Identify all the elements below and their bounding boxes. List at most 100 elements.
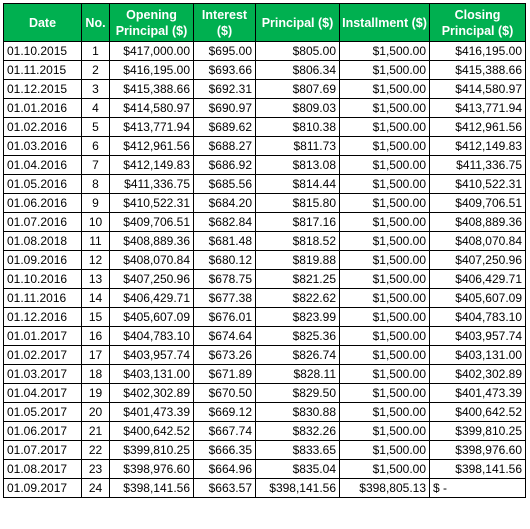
date-cell: 01.06.2016 bbox=[3, 193, 82, 213]
principal-cell: $813.08 bbox=[255, 155, 340, 175]
date-cell: 01.12.2016 bbox=[3, 307, 82, 327]
amortization-table: Date No. Opening Principal ($) Interest … bbox=[3, 3, 526, 498]
no-cell: 9 bbox=[81, 193, 110, 213]
table-row: 01.03.2017 18 $403,131.00 $671.89 $828.11 $1,… bbox=[3, 364, 526, 384]
opening-principal-cell: $412,149.83 bbox=[109, 155, 194, 175]
interest-cell: $684.20 bbox=[193, 193, 256, 213]
opening-principal-cell: $412,961.56 bbox=[109, 136, 194, 156]
principal-cell: $823.99 bbox=[255, 307, 340, 327]
no-cell: 3 bbox=[81, 79, 110, 99]
date-cell: 01.11.2016 bbox=[3, 288, 82, 308]
installment-cell: $1,500.00 bbox=[339, 383, 430, 403]
opening-principal-cell: $401,473.39 bbox=[109, 402, 194, 422]
interest-cell: $690.97 bbox=[193, 98, 256, 118]
opening-principal-cell: $398,976.60 bbox=[109, 459, 194, 479]
no-cell: 6 bbox=[81, 136, 110, 156]
closing-principal-cell: $408,070.84 bbox=[429, 231, 526, 251]
closing-principal-cell: $413,771.94 bbox=[429, 98, 526, 118]
date-cell: 01.03.2016 bbox=[3, 136, 82, 156]
opening-principal-cell: $413,771.94 bbox=[109, 117, 194, 137]
installment-cell: $1,500.00 bbox=[339, 402, 430, 422]
principal-cell: $833.65 bbox=[255, 440, 340, 460]
opening-principal-cell: $410,522.31 bbox=[109, 193, 194, 213]
installment-cell: $1,500.00 bbox=[339, 269, 430, 289]
opening-principal-cell: $403,957.74 bbox=[109, 345, 194, 365]
installment-cell: $1,500.00 bbox=[339, 117, 430, 137]
opening-principal-cell: $409,706.51 bbox=[109, 212, 194, 232]
interest-cell: $693.66 bbox=[193, 60, 256, 80]
interest-cell: $670.50 bbox=[193, 383, 256, 403]
interest-cell: $686.92 bbox=[193, 155, 256, 175]
table-row: 01.01.2017 16 $404,783.10 $674.64 $825.36 $1,… bbox=[3, 326, 526, 346]
interest-cell: $689.62 bbox=[193, 117, 256, 137]
closing-principal-cell: $411,336.75 bbox=[429, 155, 526, 175]
header-principal: Principal ($) bbox=[255, 3, 340, 42]
installment-cell: $1,500.00 bbox=[339, 231, 430, 251]
no-cell: 21 bbox=[81, 421, 110, 441]
closing-principal-cell: $410,522.31 bbox=[429, 174, 526, 194]
table-row: 01.04.2017 19 $402,302.89 $670.50 $829.50 $1,… bbox=[3, 383, 526, 403]
opening-principal-cell: $403,131.00 bbox=[109, 364, 194, 384]
installment-cell: $398,805.13 bbox=[339, 478, 430, 498]
header-row: Date No. Opening Principal ($) Interest … bbox=[3, 3, 526, 42]
no-cell: 16 bbox=[81, 326, 110, 346]
closing-principal-cell: $408,889.36 bbox=[429, 212, 526, 232]
principal-cell: $818.52 bbox=[255, 231, 340, 251]
opening-principal-cell: $414,580.97 bbox=[109, 98, 194, 118]
closing-principal-cell: $415,388.66 bbox=[429, 60, 526, 80]
installment-cell: $1,500.00 bbox=[339, 250, 430, 270]
interest-cell: $667.74 bbox=[193, 421, 256, 441]
principal-cell: $821.25 bbox=[255, 269, 340, 289]
no-cell: 17 bbox=[81, 345, 110, 365]
table-row: 01.12.2016 15 $405,607.09 $676.01 $823.99 $1,… bbox=[3, 307, 526, 327]
interest-cell: $676.01 bbox=[193, 307, 256, 327]
table-row: 01.02.2017 17 $403,957.74 $673.26 $826.74 $1,… bbox=[3, 345, 526, 365]
opening-principal-cell: $415,388.66 bbox=[109, 79, 194, 99]
no-cell: 14 bbox=[81, 288, 110, 308]
table-row: 01.05.2017 20 $401,473.39 $669.12 $830.88 $1,… bbox=[3, 402, 526, 422]
date-cell: 01.02.2017 bbox=[3, 345, 82, 365]
no-cell: 19 bbox=[81, 383, 110, 403]
interest-cell: $666.35 bbox=[193, 440, 256, 460]
date-cell: 01.06.2017 bbox=[3, 421, 82, 441]
date-cell: 01.11.2015 bbox=[3, 60, 82, 80]
no-cell: 24 bbox=[81, 478, 110, 498]
table-row: 01.08.2017 23 $398,976.60 $664.96 $835.04 $1,… bbox=[3, 459, 526, 479]
installment-cell: $1,500.00 bbox=[339, 459, 430, 479]
closing-principal-cell: $412,961.56 bbox=[429, 117, 526, 137]
installment-cell: $1,500.00 bbox=[339, 345, 430, 365]
no-cell: 22 bbox=[81, 440, 110, 460]
opening-principal-cell: $406,429.71 bbox=[109, 288, 194, 308]
interest-cell: $678.75 bbox=[193, 269, 256, 289]
date-cell: 01.12.2015 bbox=[3, 79, 82, 99]
principal-cell: $817.16 bbox=[255, 212, 340, 232]
opening-principal-cell: $400,642.52 bbox=[109, 421, 194, 441]
principal-cell: $815.80 bbox=[255, 193, 340, 213]
date-cell: 01.07.2016 bbox=[3, 212, 82, 232]
principal-cell: $814.44 bbox=[255, 174, 340, 194]
no-cell: 10 bbox=[81, 212, 110, 232]
no-cell: 13 bbox=[81, 269, 110, 289]
date-cell: 01.10.2016 bbox=[3, 269, 82, 289]
date-cell: 01.01.2017 bbox=[3, 326, 82, 346]
no-cell: 7 bbox=[81, 155, 110, 175]
interest-cell: $695.00 bbox=[193, 41, 256, 61]
closing-principal-cell: $404,783.10 bbox=[429, 307, 526, 327]
installment-cell: $1,500.00 bbox=[339, 98, 430, 118]
table-row: 01.04.2016 7 $412,149.83 $686.92 $813.08 $1,5… bbox=[3, 155, 526, 175]
table-row: 01.06.2017 21 $400,642.52 $667.74 $832.26 $1,… bbox=[3, 421, 526, 441]
interest-cell: $685.56 bbox=[193, 174, 256, 194]
opening-principal-cell: $402,302.89 bbox=[109, 383, 194, 403]
no-cell: 8 bbox=[81, 174, 110, 194]
principal-cell: $805.00 bbox=[255, 41, 340, 61]
principal-cell: $832.26 bbox=[255, 421, 340, 441]
table-row: 01.11.2015 2 $416,195.00 $693.66 $806.34 $1,5… bbox=[3, 60, 526, 80]
installment-cell: $1,500.00 bbox=[339, 440, 430, 460]
installment-cell: $1,500.00 bbox=[339, 288, 430, 308]
no-cell: 12 bbox=[81, 250, 110, 270]
principal-cell: $835.04 bbox=[255, 459, 340, 479]
interest-cell: $681.48 bbox=[193, 231, 256, 251]
opening-principal-cell: $399,810.25 bbox=[109, 440, 194, 460]
date-cell: 01.07.2017 bbox=[3, 440, 82, 460]
no-cell: 2 bbox=[81, 60, 110, 80]
